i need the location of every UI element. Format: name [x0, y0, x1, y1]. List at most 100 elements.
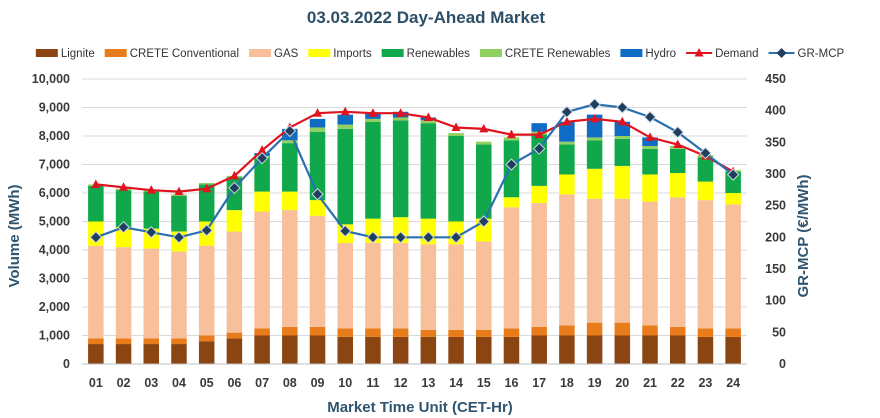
y-axis-title: Volume (MWh) [6, 184, 23, 287]
bar-crete-conventional [476, 329, 492, 337]
legend-swatch-imports [308, 49, 331, 57]
bar-lignite [669, 335, 686, 364]
bar-renewables [88, 185, 104, 222]
bar-renewables [365, 121, 381, 219]
legend-label: GAS [274, 48, 299, 60]
bar-gas [614, 198, 631, 323]
x-tick-label: 05 [200, 376, 214, 390]
demand-point [534, 129, 544, 139]
bar-lignite [642, 335, 658, 364]
gr-mcp-point [283, 124, 297, 138]
bar-imports [697, 181, 714, 201]
bar-crete-conventional [115, 338, 132, 345]
gr-mcp-point [200, 224, 213, 237]
demand-point [562, 116, 572, 126]
bar-renewables [559, 144, 575, 175]
bar-gas [198, 245, 215, 336]
bar-renewables [392, 120, 409, 218]
bar-renewables [198, 184, 215, 222]
bar-renewables [697, 157, 714, 182]
demand-point [479, 123, 489, 133]
gr-mcp-point [477, 215, 490, 228]
demand-point [202, 183, 212, 193]
legend-swatch-crete-conventional [104, 49, 127, 57]
bar-renewables [115, 190, 132, 228]
gr-mcp-point [699, 146, 712, 160]
bar-renewables [282, 143, 298, 192]
bar-crete-conventional [365, 328, 381, 337]
bar-gas [171, 251, 187, 339]
legend-label: Imports [333, 48, 372, 60]
bar-crete-renewables [365, 118, 381, 122]
x-tick-label: 04 [172, 376, 186, 390]
bar-crete-renewables [392, 117, 409, 121]
demand-point [91, 179, 101, 188]
bar-crete-renewables [337, 124, 353, 129]
bar-renewables [586, 140, 603, 169]
bar-renewables [614, 138, 631, 166]
bar-gas [226, 231, 243, 333]
legend-label: Hydro [645, 48, 676, 60]
legend-label: Renewables [407, 48, 471, 60]
y2-axis-title: GR-MCP (€/MWh) [795, 174, 812, 297]
bar-crete-conventional [309, 326, 326, 336]
bar-imports [642, 174, 658, 202]
legend-swatch-hydro [620, 49, 643, 57]
demand-point [174, 186, 184, 196]
legend-marker-demand [694, 48, 704, 57]
x-tick-label: 16 [505, 376, 519, 390]
bar-renewables [143, 191, 160, 229]
gr-mcp-point [228, 181, 241, 195]
y-tick-label: 8,000 [39, 129, 70, 143]
y-tick-label: 2,000 [39, 300, 70, 314]
y-tick-label: 4,000 [39, 243, 70, 257]
y2-tick-label: 450 [765, 72, 786, 86]
bar-imports [725, 193, 741, 205]
gr-mcp-point [616, 101, 629, 114]
bar-crete-conventional [171, 338, 187, 345]
bar-renewables [337, 128, 353, 225]
bar-crete-conventional [531, 326, 547, 336]
gr-mcp-point [145, 226, 158, 239]
bar-crete-conventional [392, 328, 409, 337]
bar-lignite [476, 336, 492, 364]
bar-crete-renewables [586, 137, 603, 141]
bar-gas [503, 207, 520, 329]
legend-swatch-renewables [381, 49, 404, 57]
y-tick-label: 0 [63, 357, 70, 371]
legend-marker-gr-mcp [776, 48, 787, 58]
bar-lignite [392, 336, 409, 364]
y2-tick-label: 150 [765, 262, 786, 276]
bar-crete-conventional [559, 325, 575, 336]
bar-gas [448, 244, 464, 330]
demand-point [340, 106, 350, 116]
demand-point [313, 108, 323, 117]
bar-imports [586, 168, 603, 199]
demand-point [119, 182, 129, 191]
bar-gas [476, 241, 492, 330]
bar-gas [365, 242, 381, 329]
bar-crete-conventional [586, 322, 603, 336]
x-tick-label: 06 [227, 376, 241, 390]
y2-tick-label: 0 [779, 357, 786, 371]
bar-lignite [171, 344, 187, 364]
bar-crete-renewables [559, 141, 575, 145]
bar-lignite [254, 335, 270, 364]
bar-crete-renewables [282, 140, 298, 144]
bar-crete-conventional [226, 332, 243, 339]
bar-imports [115, 227, 132, 248]
bar-crete-renewables [642, 145, 658, 149]
bar-crete-renewables [614, 136, 631, 139]
bar-imports [282, 191, 298, 211]
legend-swatch-gas [249, 49, 272, 57]
bar-imports [309, 200, 326, 216]
x-tick-label: 24 [726, 376, 740, 390]
bar-imports [226, 210, 243, 232]
demand-point [396, 108, 406, 117]
bar-crete-renewables [309, 127, 326, 132]
x-tick-label: 02 [117, 376, 131, 390]
bar-crete-conventional [642, 325, 658, 336]
x-tick-label: 15 [477, 376, 491, 390]
bar-renewables [725, 171, 741, 193]
gr-mcp-point [89, 231, 103, 244]
